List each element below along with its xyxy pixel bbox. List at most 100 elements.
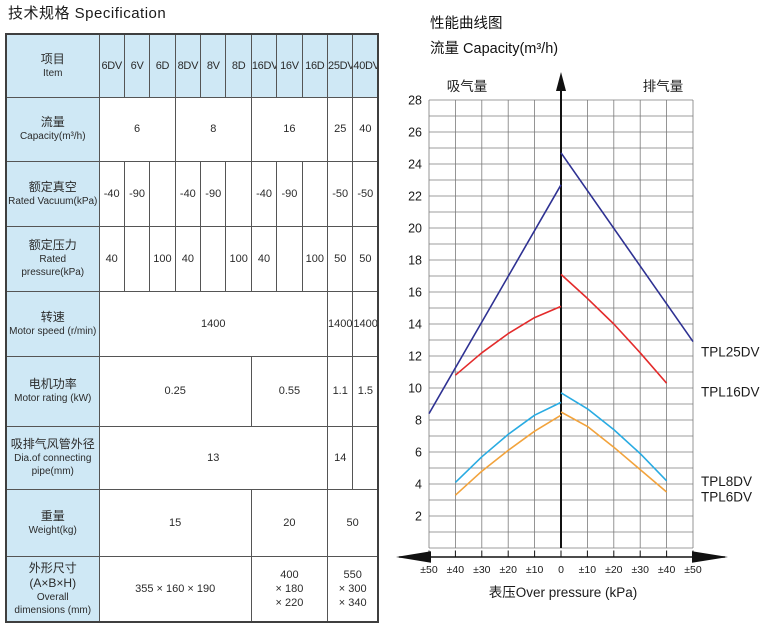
series-label-TPL25DV: TPL25DV [701, 345, 760, 360]
suction-region-label: 吸气量 [447, 79, 488, 94]
y-tick-label: 22 [408, 190, 422, 204]
spec-cell: 1.5 [352, 355, 379, 427]
spec-col-header: 8V [200, 33, 227, 98]
spec-cell: -90 [200, 160, 227, 227]
y-tick-label: 8 [415, 414, 422, 428]
spec-cell [276, 225, 303, 292]
spec-cell: -40 [174, 160, 202, 227]
discharge-region-label: 排气量 [643, 79, 684, 94]
spec-cell: 100 [225, 225, 252, 292]
spec-cell: 0.25 [98, 355, 252, 427]
spec-cell: 0.55 [250, 355, 329, 427]
spec-cell: 8 [174, 96, 252, 162]
x-tick-label: ±10 [526, 564, 544, 576]
spec-cell: -50 [327, 160, 354, 227]
y-tick-label: 2 [415, 510, 422, 524]
spec-col-header: 6V [123, 33, 151, 98]
spec-cell: 40 [98, 225, 125, 292]
y-tick-label: 6 [415, 446, 422, 460]
curve-TPL25DV-discharge [560, 152, 694, 343]
spec-cell: 100 [149, 225, 176, 292]
spec-row-label: 吸排气风管外径 Dia.of connecting pipe(mm) [5, 425, 100, 490]
spec-cell: 15 [98, 488, 252, 557]
curve-TPL8DV-discharge [560, 392, 668, 482]
y-tick-label: 4 [415, 478, 422, 492]
y-tick-label: 20 [408, 222, 422, 236]
spec-row-label: 额定真空 Rated Vacuum(kPa) [5, 160, 100, 227]
curve-TPL6DV-suction [454, 414, 562, 496]
series-label-TPL16DV: TPL16DV [701, 385, 760, 400]
spec-cell [123, 225, 151, 292]
spec-cell: 14 [327, 425, 354, 490]
spec-cell: 400 × 180 × 220 [250, 555, 329, 623]
spec-row-label: 电机功率 Motor rating (kW) [5, 355, 100, 427]
spec-cell: -50 [352, 160, 379, 227]
spec-cell: 1400 [327, 290, 354, 357]
y-tick-label: 18 [408, 254, 422, 268]
spec-row-label: 外形尺寸(A×B×H) Overall dimensions (mm) [5, 555, 100, 623]
spec-header-item: 项目 Item [5, 33, 100, 98]
spec-cell: -90 [276, 160, 303, 227]
curve-TPL16DV-suction [454, 305, 562, 376]
spec-cell: 25 [327, 96, 354, 162]
spec-col-header: 6D [149, 33, 176, 98]
x-axis-title: 表压Over pressure (kPa) [489, 585, 638, 600]
series-label-TPL6DV: TPL6DV [701, 489, 752, 504]
spec-row-label: 转速 Motor speed (r/min) [5, 290, 100, 357]
x-tick-label: ±10 [579, 564, 597, 576]
spec-cell: 50 [352, 225, 379, 292]
spec-cell [149, 160, 176, 227]
spec-cell: 20 [250, 488, 329, 557]
y-tick-label: 26 [408, 126, 422, 140]
spec-cell [225, 160, 252, 227]
x-tick-label: ±50 [684, 564, 702, 576]
spec-cell [301, 160, 329, 227]
spec-cell: 1400 [98, 290, 329, 357]
spec-cell: 50 [327, 225, 354, 292]
series-label-TPL8DV: TPL8DV [701, 474, 752, 489]
x-tick-label: ±30 [631, 564, 649, 576]
spec-cell: 1400 [352, 290, 379, 357]
spec-cell: 1.1 [327, 355, 354, 427]
spec-title: 技术规格 Specification [8, 5, 167, 22]
spec-cell: 50 [327, 488, 379, 557]
x-tick-label: ±20 [605, 564, 623, 576]
spec-cell: 16 [250, 96, 329, 162]
spec-row-label: 额定压力 Rated pressure(kPa) [5, 225, 100, 292]
x-tick-label: ±20 [499, 564, 517, 576]
spec-cell: 13 [98, 425, 329, 490]
spec-col-header: 8DV [174, 33, 202, 98]
spec-cell [352, 425, 379, 490]
spec-cell: 550 × 300 × 340 [327, 555, 379, 623]
up-arrow-icon [556, 72, 566, 91]
spec-col-header: 6DV [98, 33, 125, 98]
spec-cell: -40 [250, 160, 278, 227]
spec-cell: -90 [123, 160, 151, 227]
spec-cell: 40 [250, 225, 278, 292]
spec-col-header: 25DV [327, 33, 354, 98]
spec-table: 项目 Item 6DV 6V 6D 8DV 8V 8D 16DV 16V 16D 25DV 40DV 流量… [5, 33, 380, 623]
spec-cell: -40 [98, 160, 125, 227]
curve-TPL25DV-suction [428, 184, 562, 414]
spec-cell: 40 [174, 225, 202, 292]
chart-title: 性能曲线图 [430, 16, 503, 32]
curve-TPL8DV-suction [454, 401, 562, 483]
spec-cell: 40 [352, 96, 379, 162]
curve-TPL6DV-discharge [560, 411, 668, 493]
spec-cell: 355 × 160 × 190 [98, 555, 252, 623]
spec-cell: 6 [98, 96, 176, 162]
spec-col-header: 8D [225, 33, 252, 98]
y-tick-label: 16 [408, 286, 422, 300]
y-tick-label: 14 [408, 318, 422, 332]
x-tick-label: ±40 [447, 564, 465, 576]
left-arrow-icon [396, 551, 431, 563]
right-arrow-icon [692, 551, 728, 563]
y-tick-label: 24 [408, 158, 422, 172]
spec-col-header: 16DV [250, 33, 278, 98]
x-tick-label: ±50 [420, 564, 438, 576]
y-tick-label: 28 [408, 94, 422, 108]
x-tick-label: ±30 [473, 564, 491, 576]
spec-col-header: 16D [301, 33, 329, 98]
